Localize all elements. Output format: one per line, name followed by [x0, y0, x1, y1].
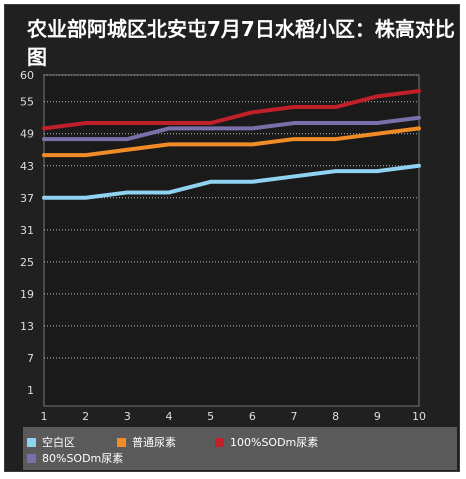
- x-tick-label: 4: [166, 410, 173, 423]
- legend-label-sodm100: 100%SODm尿素: [230, 436, 319, 449]
- legend-item-blank: 空白区: [27, 436, 75, 450]
- x-tick-label: 7: [291, 410, 298, 423]
- x-tick-label: 8: [332, 410, 339, 423]
- y-tick-label: 55: [20, 96, 34, 109]
- legend-label-urea: 普通尿素: [132, 436, 176, 449]
- legend-swatch-blank: [27, 438, 36, 447]
- y-tick-label: 31: [20, 224, 34, 237]
- series-line-urea: [42, 126, 421, 158]
- x-tick-label: 1: [41, 410, 48, 423]
- y-tick-label: 7: [27, 352, 34, 365]
- x-tick-label: 6: [249, 410, 256, 423]
- x-tick-label: 2: [82, 410, 89, 423]
- series-line-sodm80: [42, 115, 421, 142]
- legend: 空白区 普通尿素 100%SODm尿素 80%SODm尿素: [23, 427, 457, 470]
- legend-swatch-sodm100: [215, 438, 224, 447]
- y-tick-label: 25: [20, 256, 34, 269]
- y-tick-label: 49: [20, 128, 34, 141]
- legend-swatch-sodm80: [27, 454, 36, 463]
- x-tick-label: 10: [412, 410, 426, 423]
- y-tick-label: 37: [20, 192, 34, 205]
- legend-swatch-urea: [117, 438, 126, 447]
- series-line-sodm100: [42, 89, 421, 131]
- y-tick-label: 43: [20, 160, 34, 173]
- x-tick-label: 5: [207, 410, 214, 423]
- legend-item-urea: 普通尿素: [117, 436, 176, 450]
- y-tick-label: 60: [20, 69, 34, 82]
- y-tick-label: 1: [27, 384, 34, 397]
- y-tick-label: 19: [20, 288, 34, 301]
- legend-label-sodm80: 80%SODm尿素: [42, 452, 124, 465]
- legend-item-sodm80: 80%SODm尿素: [27, 452, 123, 466]
- legend-label-blank: 空白区: [42, 436, 75, 449]
- x-tick-label: 3: [124, 410, 131, 423]
- x-tick-label: 9: [374, 410, 381, 423]
- legend-item-sodm100: 100%SODm尿素: [215, 436, 318, 450]
- series-line-blank: [42, 163, 421, 200]
- chart-title: 农业部阿城区北安屯7月7日水稻小区：株高对比图: [27, 17, 455, 69]
- y-tick-label: 13: [20, 320, 34, 333]
